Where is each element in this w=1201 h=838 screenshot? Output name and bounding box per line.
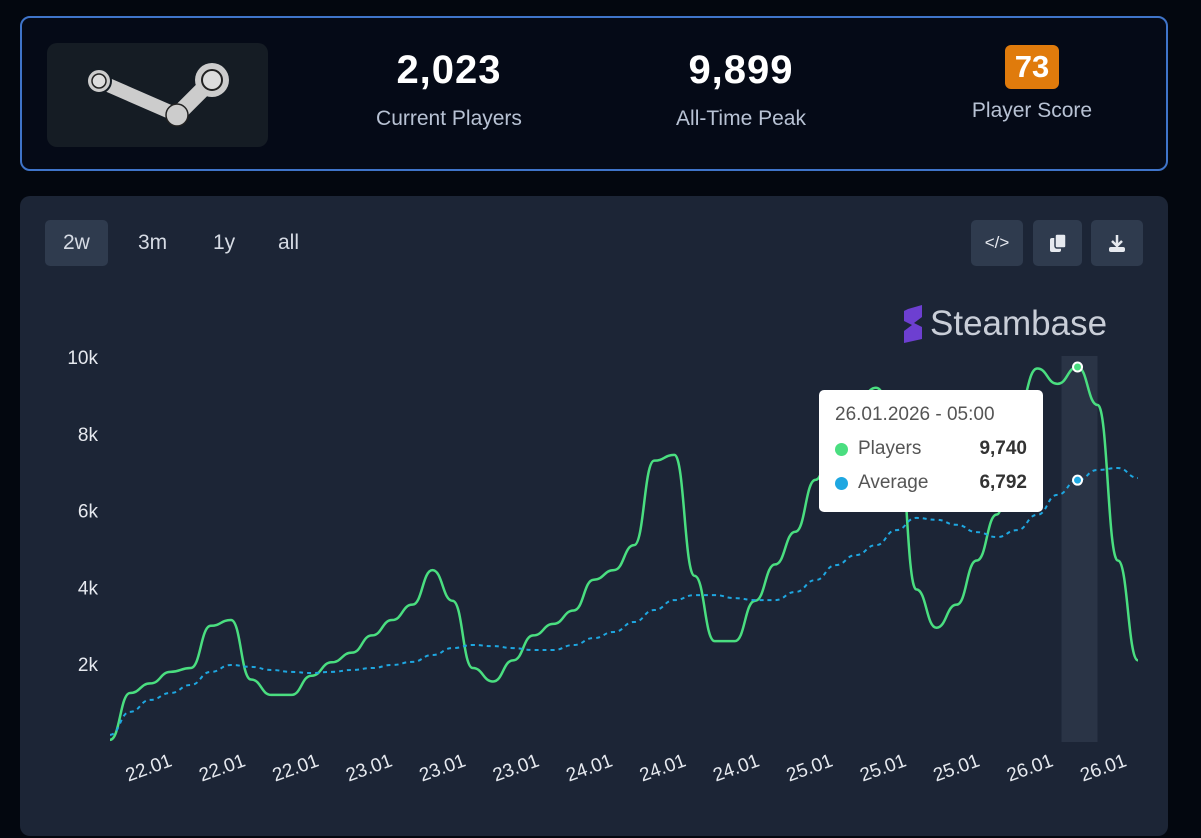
player-score-label: Player Score — [971, 99, 1093, 122]
all-time-peak-stat: 9,899 All-Time Peak — [611, 48, 871, 131]
x-tick-label: 25.01 — [931, 750, 983, 786]
current-players-stat: 2,023 Current Players — [319, 48, 579, 131]
tooltip-players-row: Players 9,740 — [835, 438, 1027, 460]
y-tick-label: 2k — [78, 655, 99, 676]
range-3m[interactable]: 3m — [138, 231, 168, 254]
x-tick-label: 22.01 — [123, 750, 175, 786]
x-tick-label: 25.01 — [857, 750, 909, 786]
stats-card: 2,023 Current Players 9,899 All-Time Pea… — [20, 16, 1168, 171]
code-icon: </> — [984, 233, 1010, 252]
range-all[interactable]: all — [278, 231, 300, 254]
y-tick-label: 8k — [78, 425, 99, 446]
download-button[interactable] — [1091, 220, 1143, 266]
x-tick-label: 25.01 — [784, 750, 836, 786]
x-tick-label: 22.01 — [270, 750, 322, 786]
tooltip-average-value: 6,792 — [979, 472, 1027, 493]
x-tick-label: 23.01 — [343, 750, 395, 786]
chart-tooltip: 26.01.2026 - 05:00 Players 9,740 Average 6… — [819, 390, 1043, 512]
players-line — [109, 365, 1140, 742]
tooltip-players-label: Players — [858, 438, 922, 459]
tooltip-players-value: 9,740 — [979, 438, 1027, 459]
range-2w[interactable]: 2w — [45, 220, 108, 266]
y-tick-label: 10k — [67, 348, 98, 369]
steam-logo — [47, 43, 268, 147]
current-players-value: 2,023 — [396, 48, 502, 92]
hover-band — [1061, 356, 1098, 742]
steambase-logo-icon — [904, 305, 922, 343]
player-score-stat: 73 Player Score — [902, 45, 1162, 123]
players-hover-point — [1072, 361, 1084, 373]
chart-panel: 2w 3m 1y all </> Steambase 2k 4k 6k 8k 10k 22… — [20, 196, 1168, 836]
all-time-peak-value: 9,899 — [688, 48, 794, 92]
x-tick-label: 24.01 — [637, 750, 689, 786]
download-icon — [1109, 235, 1125, 252]
tooltip-title: 26.01.2026 - 05:00 — [835, 404, 995, 425]
current-players-label: Current Players — [376, 107, 522, 130]
embed-button[interactable]: </> — [971, 220, 1023, 266]
y-tick-label: 6k — [78, 502, 99, 523]
average-dot-icon — [835, 476, 848, 490]
brand-name: Steambase — [930, 304, 1108, 343]
x-tick-label: 24.01 — [710, 750, 762, 786]
y-tick-label: 4k — [78, 578, 99, 599]
x-tick-label: 26.01 — [1078, 750, 1130, 786]
range-1y[interactable]: 1y — [213, 231, 236, 254]
tooltip-average-row: Average 6,792 — [835, 472, 1027, 494]
all-time-peak-label: All-Time Peak — [676, 107, 806, 130]
player-score-badge: 73 — [1004, 45, 1060, 89]
x-tick-label: 26.01 — [1004, 750, 1056, 786]
x-tick-label: 22.01 — [196, 750, 248, 786]
tooltip-average-label: Average — [858, 472, 929, 493]
steambase-brand: Steambase — [902, 304, 1107, 344]
player-chart[interactable]: 2k 4k 6k 8k 10k 22.01 22.01 22.01 23.01 23.01 23.0… — [20, 196, 1168, 836]
copy-button[interactable] — [1033, 220, 1082, 266]
average-hover-point — [1072, 474, 1084, 486]
x-tick-label: 23.01 — [417, 750, 469, 786]
players-dot-icon — [835, 442, 848, 456]
x-tick-label: 24.01 — [564, 750, 616, 786]
x-tick-label: 23.01 — [490, 750, 542, 786]
copy-icon — [1049, 233, 1067, 252]
